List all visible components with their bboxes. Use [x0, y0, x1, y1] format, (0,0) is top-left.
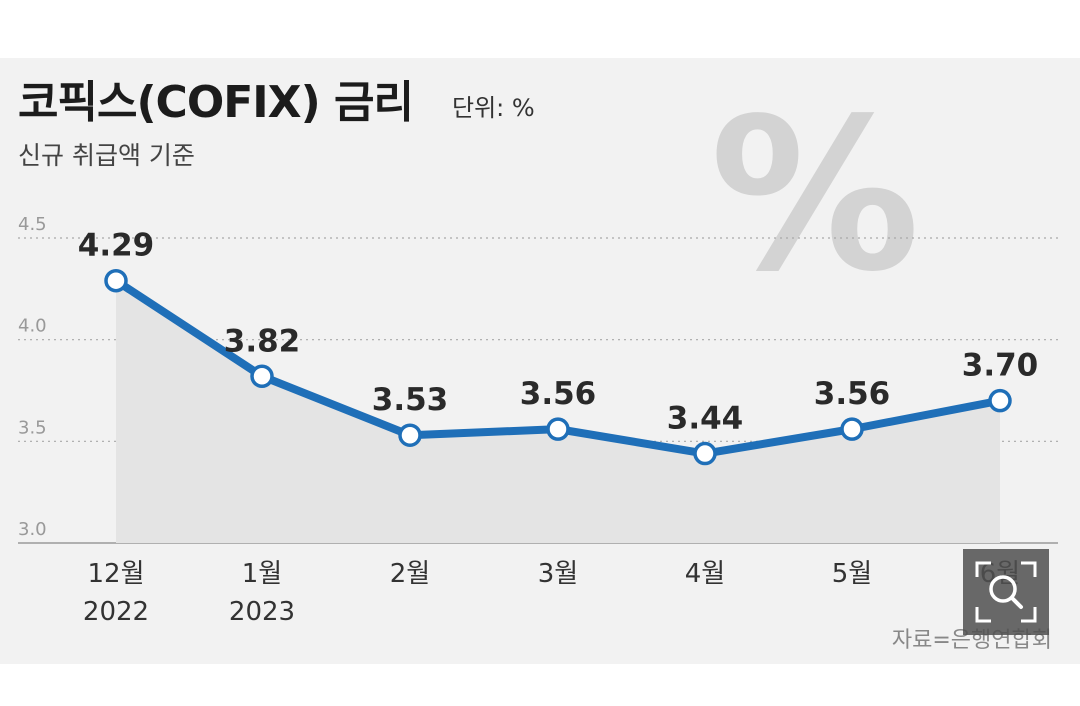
data-point	[398, 423, 422, 447]
data-label: 3.53	[372, 382, 449, 418]
data-point	[693, 441, 717, 466]
zoom-icon	[975, 561, 1037, 623]
unit-label: 단위: %	[452, 94, 535, 122]
x-tick-label: 2022	[83, 597, 149, 627]
data-point	[988, 388, 1012, 413]
data-point	[546, 417, 570, 441]
zoom-button[interactable]	[963, 549, 1049, 635]
x-tick-label: 4월	[685, 559, 725, 589]
data-label: 3.70	[962, 348, 1039, 384]
data-point	[104, 268, 128, 293]
data-label: 3.56	[814, 376, 891, 412]
data-label: 3.56	[520, 376, 597, 412]
x-tick-label: 1월	[242, 559, 282, 589]
data-point	[840, 417, 864, 441]
x-tick-label: 2023	[229, 597, 295, 627]
x-tick-label: 2월	[390, 559, 430, 589]
y-tick-label: 3.0	[18, 519, 47, 540]
percent-icon: %	[710, 73, 920, 318]
area-fill	[116, 280, 1000, 543]
chart-title: 코픽스(COFIX) 금리	[18, 77, 414, 128]
chart-subtitle: 신규 취급액 기준	[18, 141, 195, 170]
data-label: 4.29	[78, 228, 155, 264]
data-label: 3.44	[667, 401, 744, 437]
data-point	[250, 364, 274, 389]
x-tick-label: 3월	[538, 559, 578, 589]
y-tick-label: 3.5	[18, 417, 47, 438]
y-tick-label: 4.5	[18, 214, 47, 235]
y-tick-label: 4.0	[18, 316, 47, 337]
data-label: 3.82	[224, 323, 301, 359]
x-tick-label: 5월	[832, 559, 872, 589]
x-tick-label: 12월	[87, 559, 144, 589]
